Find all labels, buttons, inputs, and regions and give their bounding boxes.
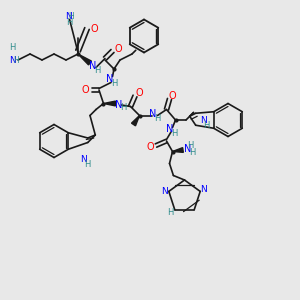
Text: O: O xyxy=(115,44,122,55)
Text: O: O xyxy=(169,91,176,101)
Text: H: H xyxy=(68,12,74,21)
Text: O: O xyxy=(91,23,98,34)
Text: H: H xyxy=(189,148,195,157)
Text: H: H xyxy=(14,56,20,64)
Text: N: N xyxy=(115,100,122,110)
Text: H: H xyxy=(167,208,173,217)
Text: H: H xyxy=(111,80,117,88)
Text: H: H xyxy=(171,129,177,138)
Text: N: N xyxy=(166,124,173,134)
Polygon shape xyxy=(103,101,116,106)
Text: N: N xyxy=(106,74,113,85)
Text: H: H xyxy=(187,141,194,150)
Polygon shape xyxy=(131,116,140,126)
Text: N: N xyxy=(200,185,207,194)
Text: N: N xyxy=(149,109,157,119)
Polygon shape xyxy=(78,54,92,65)
Text: O: O xyxy=(146,142,154,152)
Text: H: H xyxy=(66,18,72,27)
Text: O: O xyxy=(136,88,143,98)
Text: H: H xyxy=(9,44,15,52)
Text: N: N xyxy=(200,116,207,125)
Text: H: H xyxy=(120,103,126,112)
Text: H: H xyxy=(203,121,209,130)
Text: N: N xyxy=(66,12,72,21)
Polygon shape xyxy=(172,148,183,152)
Text: N: N xyxy=(184,143,191,154)
Text: N: N xyxy=(161,187,168,196)
Text: H: H xyxy=(85,160,91,169)
Text: N: N xyxy=(89,61,97,71)
Text: H: H xyxy=(94,66,101,75)
Text: N: N xyxy=(9,56,15,64)
Text: O: O xyxy=(82,85,89,95)
Text: H: H xyxy=(154,114,161,123)
Text: N: N xyxy=(80,155,87,164)
